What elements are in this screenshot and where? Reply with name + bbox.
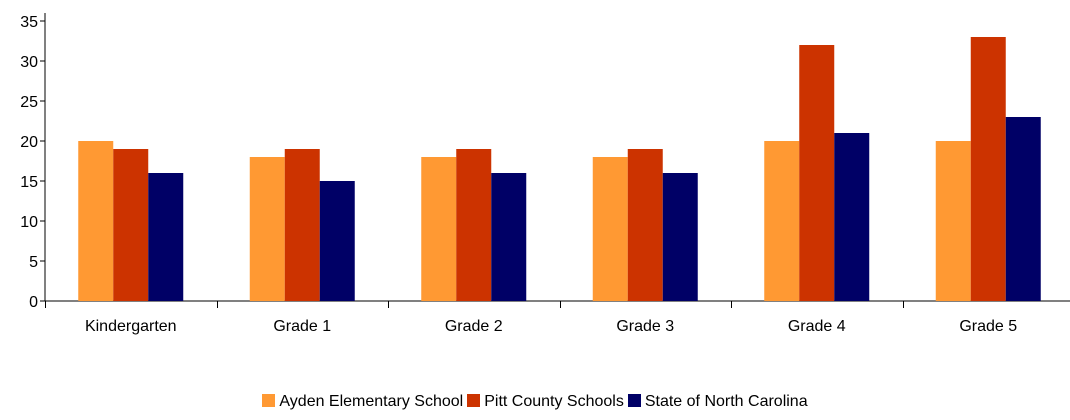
legend-label: Ayden Elementary School <box>279 393 464 410</box>
bar <box>935 141 971 301</box>
bar <box>834 133 870 301</box>
x-tick-label: Grade 5 <box>959 318 1017 335</box>
bar <box>491 173 527 301</box>
bar <box>970 37 1006 301</box>
bar <box>799 45 835 301</box>
legend-label: State of North Carolina <box>644 393 808 410</box>
bar <box>662 173 698 301</box>
y-tick-label: 25 <box>20 94 38 111</box>
x-tick-label: Grade 4 <box>788 318 846 335</box>
bar <box>319 181 355 301</box>
legend-item: Pitt County Schools <box>467 393 624 411</box>
bar <box>113 149 149 301</box>
bar <box>249 157 285 301</box>
x-axis: Kindergarten Grade 1 Grade 2 Grade 3 Grade 4… <box>45 300 1070 335</box>
y-tick-label: 5 <box>29 254 38 271</box>
bar <box>627 149 663 301</box>
y-tick-label: 0 <box>29 294 38 311</box>
bar <box>456 149 492 301</box>
bar <box>148 173 184 301</box>
bar <box>764 141 800 301</box>
bar <box>1005 117 1041 301</box>
y-tick-label: 10 <box>20 214 38 231</box>
legend-item: Ayden Elementary School <box>262 393 463 411</box>
legend-swatch <box>262 394 276 407</box>
y-tick-label: 15 <box>20 174 38 191</box>
legend-swatch <box>627 394 641 407</box>
y-tick-label: 30 <box>20 54 38 71</box>
x-tick-label: Kindergarten <box>85 318 177 335</box>
bars <box>78 37 1041 301</box>
x-tick-label: Grade 3 <box>616 318 674 335</box>
x-tick-label: Grade 2 <box>445 318 503 335</box>
y-tick-label: 20 <box>20 134 38 151</box>
bar-chart: 0 5 10 15 20 25 30 35 Kindergarten Grade 1 Grade … <box>20 13 1070 335</box>
legend: Ayden Elementary School Pitt County Schoo… <box>0 393 1070 411</box>
legend-label: Pitt County Schools <box>484 393 624 410</box>
x-tick-label: Grade 1 <box>273 318 331 335</box>
bar <box>421 157 457 301</box>
y-axis: 0 5 10 15 20 25 30 35 <box>20 13 46 311</box>
bar <box>78 141 114 301</box>
y-tick-label: 35 <box>20 14 38 31</box>
legend-swatch <box>467 394 481 407</box>
bar <box>284 149 320 301</box>
legend-item: State of North Carolina <box>627 393 808 411</box>
bar <box>592 157 628 301</box>
